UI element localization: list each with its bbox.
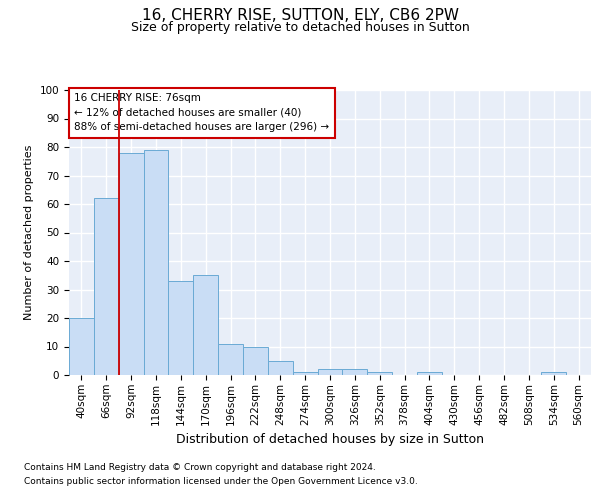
Y-axis label: Number of detached properties: Number of detached properties <box>24 145 34 320</box>
Text: 16, CHERRY RISE, SUTTON, ELY, CB6 2PW: 16, CHERRY RISE, SUTTON, ELY, CB6 2PW <box>142 8 458 22</box>
Bar <box>218 344 243 375</box>
Text: 16 CHERRY RISE: 76sqm
← 12% of detached houses are smaller (40)
88% of semi-deta: 16 CHERRY RISE: 76sqm ← 12% of detached … <box>74 93 329 132</box>
Bar <box>268 361 293 375</box>
Bar <box>243 346 268 375</box>
Bar <box>541 372 566 375</box>
Text: Contains public sector information licensed under the Open Government Licence v3: Contains public sector information licen… <box>24 477 418 486</box>
Bar <box>293 372 317 375</box>
Bar <box>317 370 343 375</box>
Bar <box>169 281 193 375</box>
Bar <box>417 372 442 375</box>
Bar <box>69 318 94 375</box>
Text: Size of property relative to detached houses in Sutton: Size of property relative to detached ho… <box>131 21 469 34</box>
Bar <box>94 198 119 375</box>
Text: Contains HM Land Registry data © Crown copyright and database right 2024.: Contains HM Land Registry data © Crown c… <box>24 464 376 472</box>
Bar <box>193 275 218 375</box>
Bar <box>119 152 143 375</box>
Bar <box>343 370 367 375</box>
Bar <box>143 150 169 375</box>
X-axis label: Distribution of detached houses by size in Sutton: Distribution of detached houses by size … <box>176 433 484 446</box>
Bar <box>367 372 392 375</box>
